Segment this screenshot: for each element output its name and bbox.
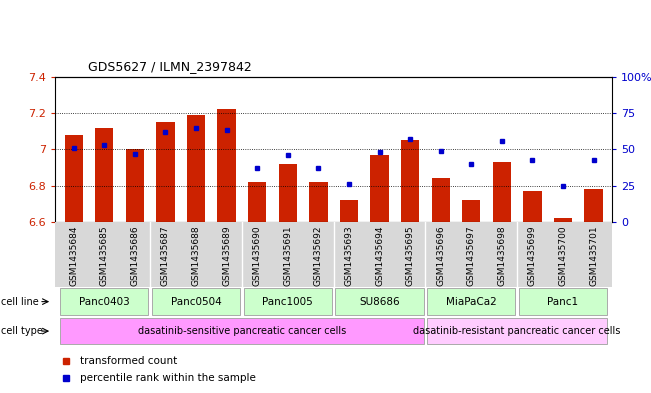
- Text: transformed count: transformed count: [80, 356, 178, 366]
- Bar: [187, 115, 205, 222]
- Text: GSM1435696: GSM1435696: [436, 225, 445, 286]
- Text: Panc0403: Panc0403: [79, 297, 130, 307]
- Text: Panc0504: Panc0504: [171, 297, 221, 307]
- Text: SU8686: SU8686: [359, 297, 400, 307]
- Bar: [493, 162, 511, 222]
- FancyBboxPatch shape: [243, 288, 332, 315]
- Text: MiaPaCa2: MiaPaCa2: [446, 297, 497, 307]
- FancyBboxPatch shape: [61, 288, 148, 315]
- Text: Panc1: Panc1: [547, 297, 579, 307]
- FancyBboxPatch shape: [152, 288, 240, 315]
- Text: GSM1435694: GSM1435694: [375, 225, 384, 286]
- Text: GSM1435686: GSM1435686: [130, 225, 139, 286]
- FancyBboxPatch shape: [427, 318, 607, 344]
- Text: GSM1435698: GSM1435698: [497, 225, 506, 286]
- Text: GSM1435691: GSM1435691: [283, 225, 292, 286]
- Bar: [585, 189, 603, 222]
- Text: dasatinib-resistant pancreatic cancer cells: dasatinib-resistant pancreatic cancer ce…: [413, 326, 621, 336]
- Text: percentile rank within the sample: percentile rank within the sample: [80, 373, 256, 383]
- Bar: [156, 122, 174, 222]
- Bar: [554, 219, 572, 222]
- FancyBboxPatch shape: [61, 318, 424, 344]
- Bar: [64, 135, 83, 222]
- Text: GSM1435699: GSM1435699: [528, 225, 537, 286]
- Bar: [309, 182, 327, 222]
- Text: GSM1435692: GSM1435692: [314, 225, 323, 286]
- Bar: [248, 182, 266, 222]
- Bar: [401, 140, 419, 222]
- FancyBboxPatch shape: [335, 288, 424, 315]
- Text: cell type: cell type: [1, 326, 43, 336]
- Bar: [340, 200, 358, 222]
- Bar: [95, 128, 113, 222]
- Text: GSM1435693: GSM1435693: [344, 225, 353, 286]
- Bar: [370, 155, 389, 222]
- Text: GSM1435689: GSM1435689: [222, 225, 231, 286]
- FancyBboxPatch shape: [519, 288, 607, 315]
- Bar: [126, 149, 144, 222]
- Text: Panc1005: Panc1005: [262, 297, 313, 307]
- Bar: [462, 200, 480, 222]
- Text: GSM1435688: GSM1435688: [191, 225, 201, 286]
- Bar: [279, 164, 297, 222]
- Text: GSM1435701: GSM1435701: [589, 225, 598, 286]
- Bar: [432, 178, 450, 222]
- Text: GSM1435684: GSM1435684: [69, 225, 78, 286]
- Text: cell line: cell line: [1, 297, 39, 307]
- Text: GSM1435695: GSM1435695: [406, 225, 415, 286]
- Bar: [523, 191, 542, 222]
- Text: GDS5627 / ILMN_2397842: GDS5627 / ILMN_2397842: [88, 60, 252, 73]
- FancyBboxPatch shape: [427, 288, 516, 315]
- Bar: [217, 109, 236, 222]
- Text: GSM1435700: GSM1435700: [559, 225, 568, 286]
- Text: GSM1435690: GSM1435690: [253, 225, 262, 286]
- Text: dasatinib-sensitive pancreatic cancer cells: dasatinib-sensitive pancreatic cancer ce…: [138, 326, 346, 336]
- Text: GSM1435697: GSM1435697: [467, 225, 476, 286]
- Text: GSM1435687: GSM1435687: [161, 225, 170, 286]
- Text: GSM1435685: GSM1435685: [100, 225, 109, 286]
